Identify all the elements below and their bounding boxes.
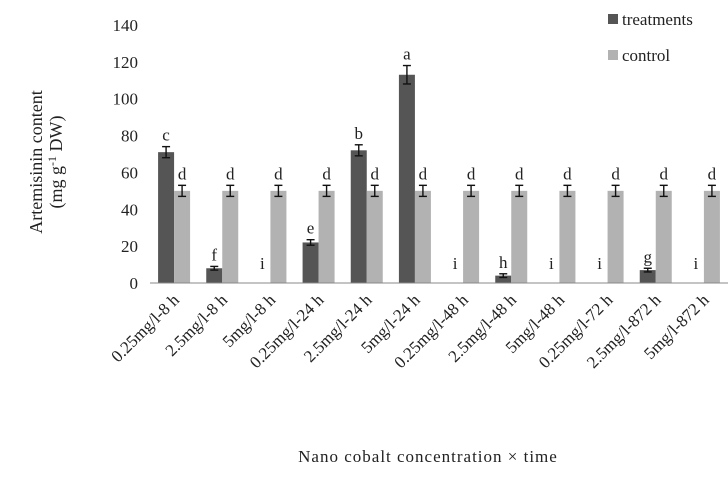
significance-label-control: d [708, 164, 717, 183]
error-bar-control [370, 184, 379, 198]
y-tick-label: 80 [121, 127, 138, 146]
bar-control [559, 190, 576, 283]
bar-control [174, 190, 191, 283]
bar-treatments [495, 275, 512, 283]
error-bar-control [418, 184, 427, 198]
significance-label-control: d [611, 164, 620, 183]
y-tick-label: 140 [113, 16, 139, 35]
error-bar-treatments [162, 145, 171, 159]
significance-label-control: d [660, 164, 669, 183]
error-bar-treatments [643, 267, 652, 273]
bar-control [414, 190, 431, 283]
significance-label-control: d [274, 164, 283, 183]
significance-label-treatments: h [499, 253, 508, 272]
significance-label-treatments: e [307, 219, 315, 238]
error-bars [162, 64, 716, 279]
y-tick-label: 40 [121, 200, 138, 219]
legend: treatments control [608, 10, 693, 65]
bar-control [511, 190, 528, 283]
legend-swatch-control [608, 50, 618, 60]
significance-label-control: d [419, 164, 428, 183]
significance-label-treatments: f [211, 245, 217, 264]
bar-control [655, 190, 672, 283]
error-bar-control [515, 184, 524, 198]
y-tick-label: 0 [130, 274, 139, 293]
y-axis-label-line2: (mg g-1 DW) [45, 116, 67, 209]
error-bar-treatments [402, 64, 411, 85]
significance-label-treatments: i [597, 254, 602, 273]
bar-control [366, 190, 383, 283]
significance-label-treatments: b [355, 124, 364, 143]
bar-control [607, 190, 624, 283]
significance-label-control: d [563, 164, 572, 183]
bar-control [463, 190, 480, 283]
error-bar-control [563, 184, 572, 198]
error-bar-control [322, 184, 331, 198]
bar-control [703, 190, 720, 283]
error-bar-control [707, 184, 716, 198]
y-tick-label: 60 [121, 163, 138, 182]
significance-label-treatments: i [549, 254, 554, 273]
significance-label-treatments: i [260, 254, 265, 273]
significance-label-treatments: g [644, 247, 653, 266]
error-bar-control [659, 184, 668, 198]
y-tick-label: 20 [121, 237, 138, 256]
error-bar-control [467, 184, 476, 198]
significance-label-control: d [515, 164, 524, 183]
significance-label-treatments: a [403, 45, 411, 64]
error-bar-control [226, 184, 235, 198]
error-bar-treatments [354, 144, 363, 157]
significance-label-control: d [226, 164, 235, 183]
y-axis-label-unit: (mg g [46, 166, 67, 209]
bar-treatments [158, 152, 175, 283]
significance-label-treatments: c [162, 126, 170, 145]
significance-label-treatments: i [694, 254, 699, 273]
significance-label-control: d [322, 164, 331, 183]
bar-treatments [398, 74, 415, 283]
bar-control [318, 190, 335, 283]
error-bar-treatments [499, 273, 508, 279]
y-axis-label-line1: Artemisinin content [26, 90, 46, 233]
bars [158, 74, 720, 283]
y-axis: 0 20 40 60 80 100 120 140 [113, 16, 139, 293]
bar-treatments [350, 150, 367, 283]
y-axis-label-superscript: -1 [45, 156, 59, 166]
bar-treatments [302, 242, 319, 283]
bar-control [222, 190, 239, 283]
x-axis-title: Nano cobalt concentration × time [298, 447, 558, 466]
error-bar-control [274, 184, 283, 198]
y-tick-label: 100 [113, 90, 139, 109]
significance-label-control: d [178, 164, 187, 183]
significance-label-control: d [371, 164, 380, 183]
bar-treatments [639, 270, 656, 283]
error-bar-control [611, 184, 620, 198]
bar-control [270, 190, 287, 283]
y-tick-label: 120 [113, 53, 139, 72]
significance-label-treatments: i [453, 254, 458, 273]
legend-swatch-treatments [608, 14, 618, 24]
legend-label-control: control [622, 46, 670, 65]
legend-label-treatments: treatments [622, 10, 693, 29]
error-bar-treatments [306, 238, 315, 246]
significance-label-control: d [467, 164, 476, 183]
error-bar-treatments [210, 265, 219, 271]
error-bar-control [178, 184, 187, 198]
bar-treatments [206, 268, 223, 283]
y-axis-label-unit-end: DW) [46, 116, 67, 156]
